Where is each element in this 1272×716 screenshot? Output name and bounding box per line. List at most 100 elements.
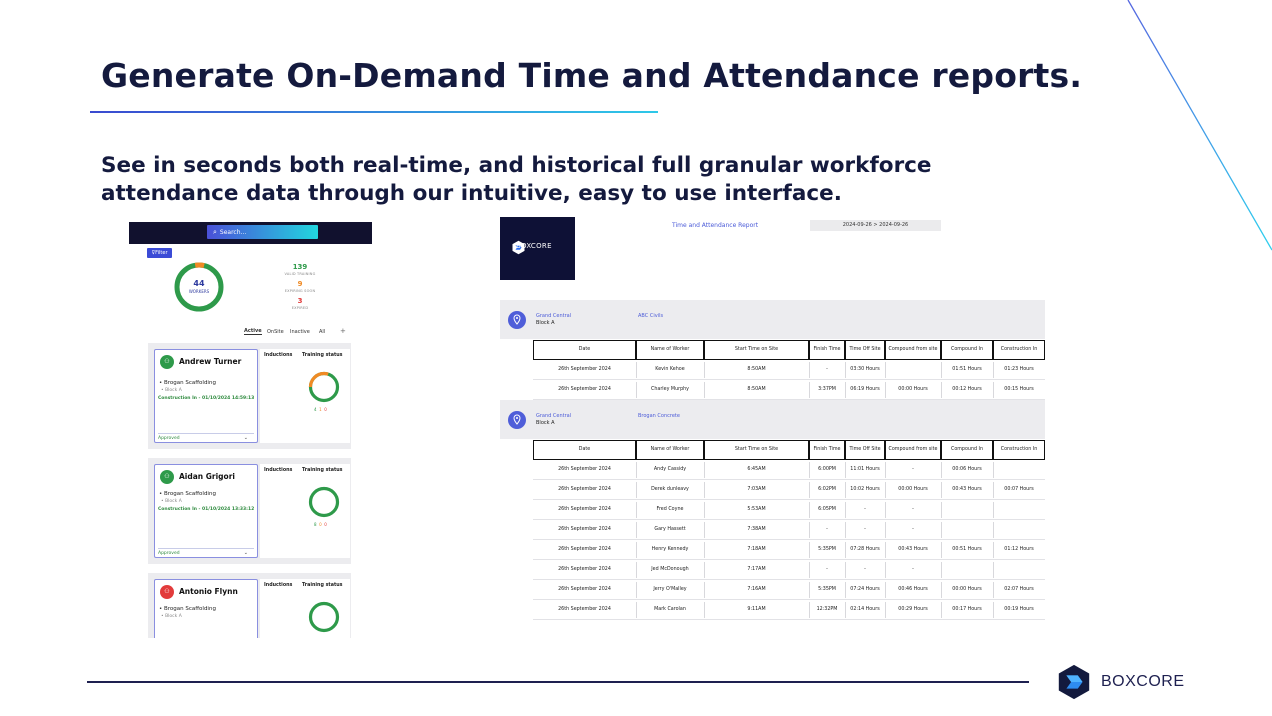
column-separator (885, 582, 886, 598)
table-cell: - (864, 567, 866, 572)
column-separator (636, 602, 637, 618)
column-header: Construction In (993, 440, 1045, 460)
column-header: Compound In (941, 340, 993, 360)
table-row: 26th September 2024 Fred Coyne 5:53AM 6:05P… (533, 500, 1045, 520)
table-cell: 00:07 Hours (1004, 487, 1034, 492)
tab-active[interactable]: Active (244, 328, 262, 335)
report-date-range: 2024-09-26 > 2024-09-26 (810, 220, 941, 231)
table-cell: 02:14 Hours (850, 607, 880, 612)
table-cell: Andy Cassidy (653, 467, 687, 472)
column-separator (885, 462, 886, 478)
column-separator (809, 382, 810, 398)
add-button[interactable]: + (340, 327, 346, 335)
table-cell: 00:19 Hours (1004, 607, 1034, 612)
table-cell: 26th September 2024 (558, 527, 611, 532)
column-separator (885, 602, 886, 618)
worker-card[interactable]: ⚇ Antonio Flynn • Brogan Scaffolding • B… (154, 579, 258, 638)
column-separator (885, 542, 886, 558)
site-block: Block A (536, 420, 555, 426)
column-separator (845, 462, 846, 478)
worker-icon: ⚇ (164, 358, 170, 365)
worker-block: • Block A (161, 388, 182, 393)
table-cell: 02:07 Hours (1004, 587, 1034, 592)
table-cell: 6:05PM (818, 507, 836, 512)
table-cell: 7:16AM (747, 587, 766, 592)
slide-title: Generate On-Demand Time and Attendance r… (101, 56, 1083, 95)
worker-avatar: ⚇ (160, 355, 174, 369)
column-separator (993, 502, 994, 518)
worker-avatar: ⚇ (160, 585, 174, 599)
stat-expiring-label: EXPIRING SOON (284, 289, 316, 293)
training-donut (308, 486, 340, 518)
stat-expired-label: EXPIRED (291, 306, 309, 310)
column-separator (941, 562, 942, 578)
table-cell (993, 560, 1045, 580)
table-cell: 01:12 Hours (1004, 547, 1034, 552)
table-cell: 00:12 Hours (952, 387, 982, 392)
training-counts: 8 0 0 (314, 522, 327, 527)
worker-company: • Brogan Scaffolding (159, 380, 216, 386)
decorative-corner-line (1127, 0, 1272, 251)
inductions-panel: Inductions (260, 349, 298, 443)
table-cell: 6:00PM (818, 467, 836, 472)
tab-inactive[interactable]: Inactive (290, 329, 310, 335)
workforce-app-screenshot: ⌕ Search... ⊽Filter 44 WORKERS 139 VALID … (129, 222, 372, 638)
column-header: Compound In (941, 440, 993, 460)
worker-card[interactable]: ⚇ Andrew Turner • Brogan Scaffolding • B… (154, 349, 258, 443)
column-separator (941, 542, 942, 558)
table-row: 26th September 2024 Charley Murphy 8:50AM 3… (533, 380, 1045, 400)
column-separator (885, 562, 886, 578)
column-separator (845, 542, 846, 558)
approval-select[interactable]: Approved ⌄ (158, 433, 254, 442)
location-pin-icon (508, 311, 526, 329)
worker-icon: ⚇ (164, 473, 170, 480)
table-cell: 00:43 Hours (952, 487, 982, 492)
table-cell: 5:35PM (818, 587, 836, 592)
table-cell: - (912, 527, 914, 532)
table-cell: 03:30 Hours (850, 367, 880, 372)
search-input[interactable]: ⌕ Search... (207, 225, 318, 239)
table-cell: 8:50AM (747, 367, 766, 372)
column-separator (704, 602, 705, 618)
approval-select[interactable]: Approved ⌄ (158, 548, 254, 557)
site-band: Grand Central Block A Brogan Concrete (500, 400, 1045, 439)
stat-valid-count: 139 (292, 263, 308, 271)
search-icon: ⌕ (213, 228, 217, 236)
table-cell: 26th September 2024 (558, 567, 611, 572)
column-separator (941, 482, 942, 498)
table-cell (993, 520, 1045, 540)
training-header: Training status (302, 583, 343, 588)
column-header: Date (533, 440, 636, 460)
stat-valid-label: VALID TRAINING (284, 272, 316, 276)
stat-expired-count: 3 (297, 297, 303, 305)
column-separator (941, 502, 942, 518)
table-cell: Derek dunleavy (651, 487, 689, 492)
table-cell: 7:38AM (747, 527, 766, 532)
inductions-panel: Inductions (260, 579, 298, 638)
stat-expiring-count: 9 (297, 280, 303, 288)
column-separator (941, 582, 942, 598)
column-separator (941, 602, 942, 618)
column-header: Name of Worker (636, 340, 704, 360)
table-cell: 7:17AM (747, 567, 766, 572)
column-header: Compound from site (885, 440, 941, 460)
worker-name: Andrew Turner (179, 357, 242, 366)
table-cell: 6:02PM (818, 487, 836, 492)
column-separator (993, 582, 994, 598)
column-separator (636, 542, 637, 558)
column-separator (941, 522, 942, 538)
column-separator (704, 462, 705, 478)
worker-card-row: ⚇ Andrew Turner • Brogan Scaffolding • B… (148, 343, 351, 449)
column-separator (809, 542, 810, 558)
tab-all[interactable]: All (319, 329, 326, 335)
table-row: 26th September 2024 Andy Cassidy 6:45AM 6:0… (533, 460, 1045, 480)
column-separator (845, 582, 846, 598)
tab-onsite[interactable]: OnSite (267, 329, 284, 335)
worker-company: • Brogan Scaffolding (159, 606, 216, 612)
column-separator (704, 382, 705, 398)
filter-button[interactable]: ⊽Filter (147, 248, 172, 258)
training-header: Training status (302, 468, 343, 473)
column-separator (809, 462, 810, 478)
worker-block: • Block A (161, 614, 182, 619)
worker-card[interactable]: ⚇ Aidan Grigori • Brogan Scaffolding • B… (154, 464, 258, 558)
